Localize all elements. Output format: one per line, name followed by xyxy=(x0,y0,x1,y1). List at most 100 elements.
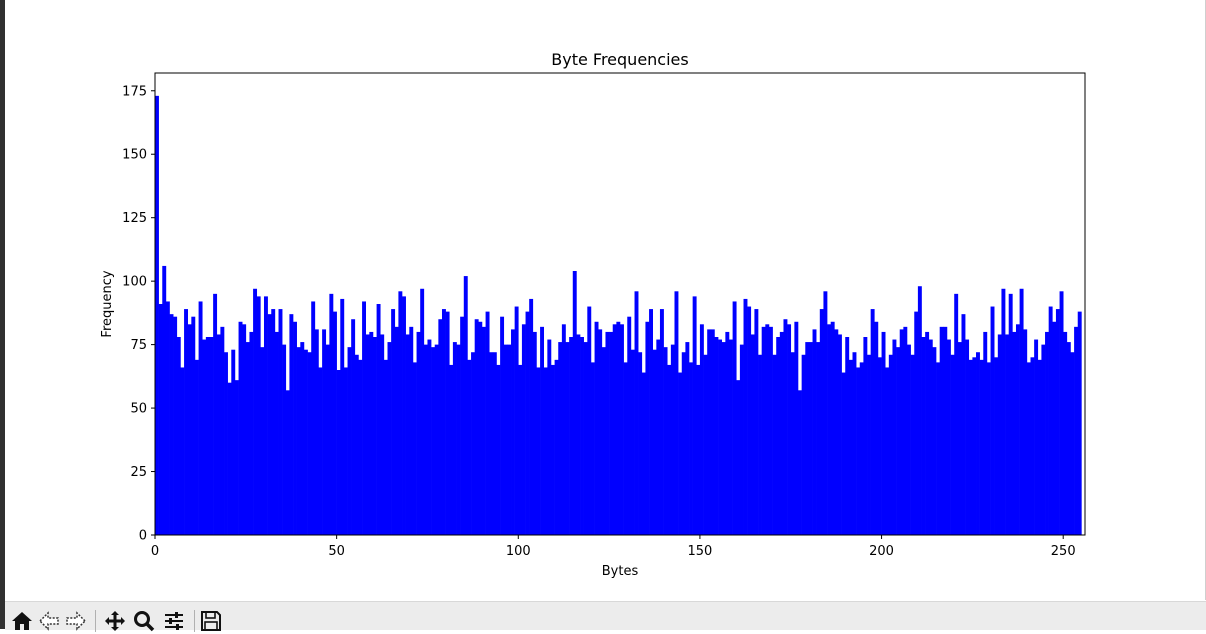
bar xyxy=(569,337,574,535)
bar xyxy=(227,382,232,535)
bar xyxy=(696,364,701,535)
bar xyxy=(837,334,842,535)
bar xyxy=(1077,311,1082,535)
bar xyxy=(790,352,795,535)
bar xyxy=(503,344,508,535)
bar xyxy=(1015,324,1020,535)
bar xyxy=(416,331,421,535)
bar xyxy=(205,337,210,535)
save-button[interactable] xyxy=(199,610,223,634)
configure-subplots-button[interactable] xyxy=(162,610,186,634)
bar xyxy=(507,344,512,535)
x-tick-label: 200 xyxy=(869,544,894,559)
bar xyxy=(903,326,908,535)
bar xyxy=(616,321,621,535)
bar xyxy=(725,331,730,535)
bar xyxy=(580,337,584,535)
home-button[interactable] xyxy=(10,610,34,634)
bar xyxy=(191,316,196,535)
bar xyxy=(449,364,454,535)
bar xyxy=(213,293,218,535)
bar xyxy=(678,372,683,535)
y-tick-label: 100 xyxy=(122,275,147,290)
bar xyxy=(391,309,396,535)
bar xyxy=(311,301,316,535)
y-tick-label: 25 xyxy=(130,465,147,480)
bar xyxy=(827,324,832,535)
bar xyxy=(256,296,261,535)
bar xyxy=(1070,352,1075,535)
bar xyxy=(216,334,221,535)
bar xyxy=(867,354,871,535)
bar xyxy=(743,298,748,535)
bar xyxy=(441,309,446,535)
bar xyxy=(601,347,606,535)
bar xyxy=(231,349,236,535)
bar xyxy=(358,359,363,535)
bar xyxy=(627,316,632,535)
plot-frame xyxy=(154,72,1086,536)
bar xyxy=(699,324,704,535)
bar xyxy=(372,337,377,535)
x-tick-label: 150 xyxy=(688,544,713,559)
bar xyxy=(253,288,258,535)
bar xyxy=(343,367,348,535)
bar xyxy=(721,342,726,535)
bar xyxy=(452,342,457,535)
forward-button[interactable] xyxy=(64,610,88,634)
bar xyxy=(598,329,603,535)
x-axis-label: Bytes xyxy=(602,564,639,579)
bar xyxy=(547,339,552,535)
bar xyxy=(532,331,537,535)
bar xyxy=(1048,306,1053,535)
bar xyxy=(1019,288,1024,535)
bar xyxy=(543,367,548,535)
bar xyxy=(768,326,773,535)
y-tick-label: 175 xyxy=(122,84,147,99)
bar xyxy=(474,319,479,535)
bar xyxy=(852,352,857,535)
bar xyxy=(456,344,461,535)
figure-canvas: 0 50 100 150 200 250 0 25 50 75 100 125 150 175 Byte F… xyxy=(5,0,1205,600)
bar xyxy=(325,344,330,535)
bar xyxy=(587,306,592,535)
bar xyxy=(997,334,1002,535)
bar xyxy=(405,334,410,535)
arrow-right-icon xyxy=(66,611,87,631)
sliders-icon xyxy=(165,612,183,630)
pan-button[interactable] xyxy=(103,610,127,634)
back-button[interactable] xyxy=(37,610,61,634)
bar xyxy=(249,331,254,535)
bar xyxy=(819,309,824,535)
bar xyxy=(485,311,490,535)
bar xyxy=(224,352,228,535)
bar xyxy=(612,324,617,535)
bar xyxy=(267,314,272,535)
bar xyxy=(445,311,450,535)
zoom-button[interactable] xyxy=(132,610,156,634)
bar xyxy=(260,347,265,535)
bar xyxy=(939,326,944,535)
bar xyxy=(667,364,672,535)
bar xyxy=(714,337,719,535)
bar xyxy=(514,306,519,535)
bar xyxy=(681,352,686,535)
arrow-left-icon xyxy=(38,611,59,631)
bar xyxy=(365,334,370,535)
chart-title: Byte Frequencies xyxy=(551,50,688,69)
bar xyxy=(630,349,635,535)
bar xyxy=(870,309,875,535)
bar xyxy=(896,347,901,535)
bar xyxy=(540,326,545,535)
bar xyxy=(561,324,566,535)
bar xyxy=(176,337,181,535)
bar xyxy=(155,95,159,535)
bar xyxy=(845,337,850,535)
bar xyxy=(180,367,185,535)
bar xyxy=(1008,293,1013,535)
bar xyxy=(928,339,933,535)
bar xyxy=(638,352,643,535)
bar xyxy=(932,347,937,535)
bar xyxy=(234,380,239,535)
bar xyxy=(652,349,657,535)
